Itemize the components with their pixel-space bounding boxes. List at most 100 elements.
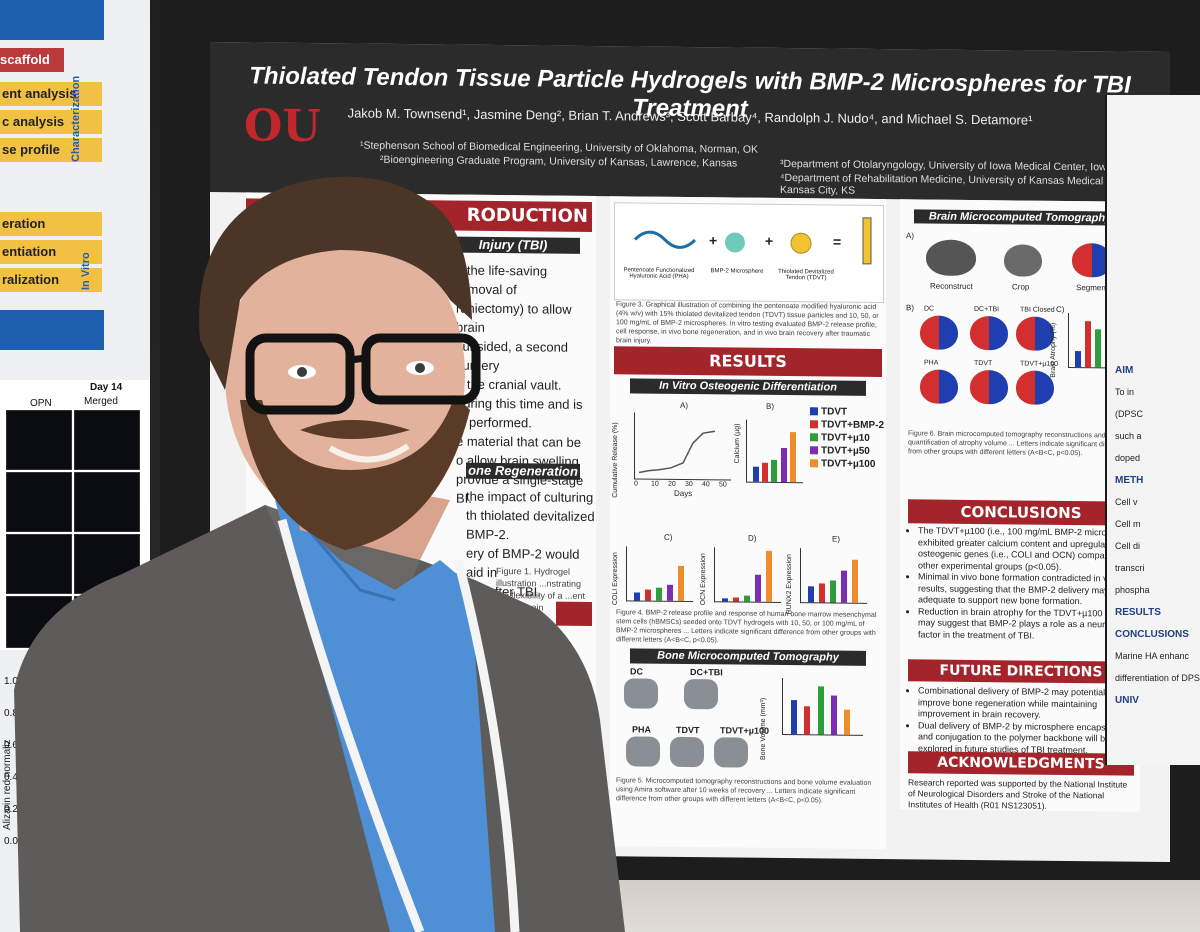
chart-bar bbox=[844, 709, 851, 735]
figure3-graphic bbox=[633, 217, 872, 265]
right-poster-fragment: RESULTS bbox=[1115, 607, 1161, 618]
right-poster-fragment: such a bbox=[1115, 431, 1142, 441]
brain-group-label: DC+TBI bbox=[974, 306, 1000, 314]
panelA-ylabel: Cumulative Release (%) bbox=[612, 422, 619, 498]
legend-entry: TDVT+µ50 bbox=[810, 445, 886, 457]
panel-letter: A) bbox=[680, 400, 688, 411]
panel-letter: C) bbox=[1056, 304, 1065, 314]
chart-bar bbox=[655, 587, 662, 601]
step-label: Reconstruct bbox=[930, 281, 973, 291]
chart-bar bbox=[644, 589, 651, 601]
left-poster-vertical-label: In Vitro bbox=[80, 252, 92, 290]
brain-group-label: TBI Closed bbox=[1020, 306, 1055, 314]
figure3-label: BMP-2 Microsphere bbox=[710, 268, 764, 275]
legend-swatch bbox=[810, 446, 818, 455]
chart-bar bbox=[818, 583, 825, 603]
left-poster-header-bar bbox=[0, 0, 104, 40]
left-poster: scaffold ent analysis c analysis se prof… bbox=[0, 0, 150, 932]
axis-tick: 0.6 bbox=[4, 740, 18, 751]
research-poster: OU Thiolated Tendon Tissue Particle Hydr… bbox=[210, 42, 1170, 863]
bone-subheading: Bone Microcomputed Tomography bbox=[630, 648, 866, 666]
chart-bar bbox=[761, 463, 768, 482]
chart-bar bbox=[1085, 321, 1091, 368]
results-column: + + = Pentenoate Functionalized Hyaluron… bbox=[610, 196, 886, 850]
bone-ct-image bbox=[624, 678, 658, 709]
intro-section-bar bbox=[556, 601, 592, 627]
results-heading: RESULTS bbox=[614, 346, 882, 378]
axis-tick: 0.2 bbox=[4, 804, 18, 815]
bone-ct-image bbox=[714, 737, 748, 768]
panel-letter: E) bbox=[832, 534, 840, 544]
panelD-bar-chart bbox=[714, 547, 781, 603]
left-poster-tab: eration bbox=[0, 212, 102, 236]
chart-bar bbox=[831, 695, 837, 735]
right-poster-fragment: Marine HA enhanc bbox=[1115, 651, 1190, 661]
brain-segment-image bbox=[920, 315, 958, 350]
left-poster-tab: entiation bbox=[0, 240, 102, 264]
chart-bar bbox=[829, 580, 836, 603]
chart-bar bbox=[791, 700, 797, 735]
results-subheading: In Vitro Osteogenic Differentiation bbox=[630, 378, 866, 396]
micrograph-cell bbox=[6, 534, 72, 594]
brain-crop-image bbox=[1004, 244, 1042, 277]
right-poster-fragment: (DPSC bbox=[1115, 409, 1144, 419]
legend-entry: TDVT bbox=[810, 406, 886, 418]
panelB-bar-chart bbox=[746, 419, 803, 484]
right-poster: AIM To in (DPSC such a doped METH Cell v Cell m… bbox=[1105, 95, 1200, 765]
bone-volume-bar-chart bbox=[782, 677, 863, 736]
chart-bar bbox=[807, 586, 814, 603]
chart-bar bbox=[732, 597, 739, 602]
chart-bar bbox=[840, 570, 847, 603]
panelA-xtick: 0 bbox=[634, 480, 638, 488]
panel-letter: C) bbox=[664, 532, 673, 542]
brain-segment-image bbox=[920, 369, 958, 404]
chart-bar bbox=[817, 686, 824, 735]
bone-ct-image bbox=[670, 736, 704, 768]
left-poster-tab: ent analysis bbox=[0, 82, 102, 106]
brain-segment-image bbox=[970, 369, 1008, 405]
intro-subheading: Injury (TBI) bbox=[446, 236, 580, 254]
axis-tick: 1.0 bbox=[4, 676, 18, 687]
panelC-bar-chart bbox=[626, 546, 693, 603]
figure3-label: Thiolated Devitalized Tendon (TDVT) bbox=[778, 268, 834, 282]
fluorescence-micrograph-grid: Day 14 OPN Merged bbox=[0, 380, 150, 650]
brain-segment-image bbox=[1016, 316, 1054, 351]
legend-swatch bbox=[810, 459, 818, 468]
figure3-caption: Figure 3. Graphical illustration of comb… bbox=[616, 301, 879, 345]
brain-segment-image bbox=[970, 315, 1008, 351]
acknowledgments-heading: ACKNOWLEDGMENTS bbox=[908, 751, 1134, 776]
micrograph-cell bbox=[74, 410, 140, 470]
chart-bar bbox=[677, 565, 684, 601]
brain-reconstruct-image bbox=[926, 239, 976, 277]
micrograph-cell bbox=[74, 472, 140, 532]
panel-letter: A) bbox=[906, 231, 914, 241]
panelA-xlabel: Days bbox=[674, 488, 693, 499]
bone-ct-image bbox=[684, 678, 718, 710]
right-poster-fragment: Cell m bbox=[1115, 519, 1141, 529]
figure3-illustration: + + = Pentenoate Functionalized Hyaluron… bbox=[614, 202, 884, 304]
legend-swatch bbox=[810, 420, 818, 429]
bone-group-label: TDVT bbox=[676, 724, 700, 736]
affiliation: ²Bioengineering Graduate Program, Univer… bbox=[380, 153, 738, 170]
introduction-heading: RODUCTION bbox=[246, 198, 592, 233]
left-poster-tab: se profile bbox=[0, 138, 102, 162]
operator-plus: + bbox=[709, 232, 718, 249]
micrograph-cell bbox=[6, 472, 72, 532]
brain-segment-image bbox=[1016, 370, 1054, 405]
left-poster-heading: scaffold bbox=[0, 48, 64, 72]
left-poster-vertical-label: Characterization bbox=[70, 75, 82, 162]
chart-bar bbox=[771, 460, 778, 482]
panel-letter: B) bbox=[766, 401, 774, 411]
legend-entry: TDVT+BMP-2 bbox=[810, 419, 886, 431]
axis-tick: 0.4 bbox=[4, 772, 18, 783]
operator-equals: = bbox=[833, 233, 842, 250]
figure4-caption: Figure 4. BMP-2 release profile and resp… bbox=[616, 609, 877, 645]
introduction-column: RODUCTION Injury (TBI) e the life-saving… bbox=[246, 192, 596, 837]
panelA-xtick: 20 bbox=[668, 480, 676, 488]
poster-header: OU Thiolated Tendon Tissue Particle Hydr… bbox=[210, 42, 1170, 203]
chart-bar bbox=[743, 595, 750, 602]
left-poster-section-bar bbox=[0, 310, 104, 350]
panelA-xtick: 30 bbox=[685, 480, 693, 489]
chart-bar bbox=[804, 706, 811, 735]
chart-bar bbox=[754, 574, 761, 602]
